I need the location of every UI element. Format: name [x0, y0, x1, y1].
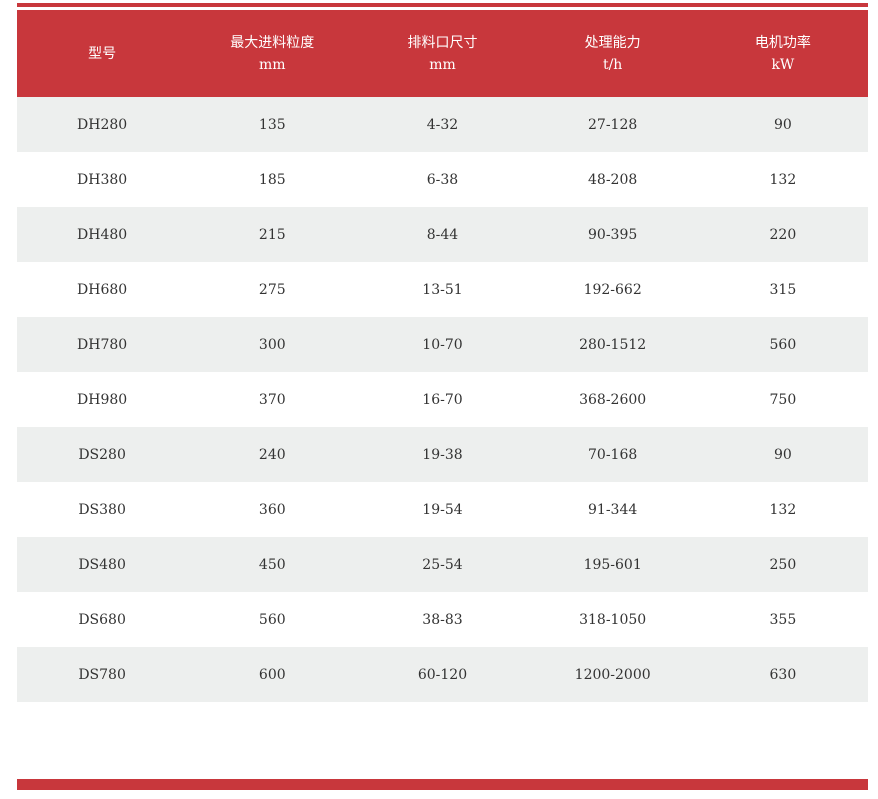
table-cell: 27-128 — [527, 97, 698, 152]
table-cell: 300 — [187, 317, 358, 372]
table-cell: 135 — [187, 97, 358, 152]
table-cell: 1200-2000 — [527, 647, 698, 702]
table-cell: 185 — [187, 152, 358, 207]
table-cell: 560 — [697, 317, 868, 372]
table-cell: 450 — [187, 537, 358, 592]
table-cell: 60-120 — [357, 647, 528, 702]
table-cell: 8-44 — [357, 207, 528, 262]
table-cell: DH380 — [17, 152, 188, 207]
table-cell: 90 — [697, 97, 868, 152]
column-header: 排料口尺寸 mm — [357, 10, 528, 97]
table-cell: 280-1512 — [527, 317, 698, 372]
table-cell: 38-83 — [357, 592, 528, 647]
table-row: DS280 240 19-38 70-168 90 — [17, 427, 868, 482]
column-header: 型号 — [17, 10, 188, 97]
top-accent-bar — [17, 3, 868, 7]
header-label: 最大进料粒度 — [230, 34, 315, 51]
table-row: DS380 360 19-54 91-344 132 — [17, 482, 868, 537]
table-cell: 600 — [187, 647, 358, 702]
table-cell: 250 — [697, 537, 868, 592]
table-row: DS780 600 60-120 1200-2000 630 — [17, 647, 868, 702]
table-cell: 10-70 — [357, 317, 528, 372]
table-cell: 132 — [697, 152, 868, 207]
column-header: 处理能力 t/h — [527, 10, 698, 97]
table-cell: DS680 — [17, 592, 188, 647]
table-cell: 25-54 — [357, 537, 528, 592]
table-cell: DH780 — [17, 317, 188, 372]
table-cell: 240 — [187, 427, 358, 482]
table-cell: 13-51 — [357, 262, 528, 317]
table-cell: DH980 — [17, 372, 188, 427]
table-row: DH480 215 8-44 90-395 220 — [17, 207, 868, 262]
header-row: 型号 最大进料粒度 mm 排料口尺寸 mm 处理能力 t/h 电机功率 kW — [17, 10, 868, 97]
table-cell: 220 — [697, 207, 868, 262]
table-cell: 275 — [187, 262, 358, 317]
table-cell: 318-1050 — [527, 592, 698, 647]
table-row: DH680 275 13-51 192-662 315 — [17, 262, 868, 317]
table-cell: 315 — [697, 262, 868, 317]
table-cell: DH480 — [17, 207, 188, 262]
table-cell: 355 — [697, 592, 868, 647]
table-cell: 360 — [187, 482, 358, 537]
table-cell: 560 — [187, 592, 358, 647]
table-cell: 368-2600 — [527, 372, 698, 427]
table-cell: 91-344 — [527, 482, 698, 537]
table-cell: 215 — [187, 207, 358, 262]
table-cell: DH280 — [17, 97, 188, 152]
table-cell: 19-54 — [357, 482, 528, 537]
table-cell: 370 — [187, 372, 358, 427]
table-cell: 132 — [697, 482, 868, 537]
header-label: 排料口尺寸 — [407, 34, 478, 51]
table-row: DS680 560 38-83 318-1050 355 — [17, 592, 868, 647]
header-label: 处理能力 — [584, 34, 641, 51]
table-cell: 750 — [697, 372, 868, 427]
table-cell: DH680 — [17, 262, 188, 317]
table-cell: DS380 — [17, 482, 188, 537]
table-cell: 19-38 — [357, 427, 528, 482]
spec-table: 型号 最大进料粒度 mm 排料口尺寸 mm 处理能力 t/h 电机功率 kW DH280 135 4… — [17, 10, 868, 702]
table-cell: DS280 — [17, 427, 188, 482]
table-row: DH380 185 6-38 48-208 132 — [17, 152, 868, 207]
header-unit: mm — [429, 56, 456, 73]
table-cell: 16-70 — [357, 372, 528, 427]
header-unit: kW — [771, 56, 795, 73]
table-cell: 630 — [697, 647, 868, 702]
table-cell: 48-208 — [527, 152, 698, 207]
header-unit: t/h — [602, 56, 623, 73]
table-cell: 90-395 — [527, 207, 698, 262]
column-header: 电机功率 kW — [697, 10, 868, 97]
table-row: DS480 450 25-54 195-601 250 — [17, 537, 868, 592]
table-cell: DS480 — [17, 537, 188, 592]
table-cell: 192-662 — [527, 262, 698, 317]
table-cell: 70-168 — [527, 427, 698, 482]
table-cell: 90 — [697, 427, 868, 482]
table-cell: DS780 — [17, 647, 188, 702]
table-row: DH780 300 10-70 280-1512 560 — [17, 317, 868, 372]
column-header: 最大进料粒度 mm — [187, 10, 358, 97]
table-cell: 195-601 — [527, 537, 698, 592]
table-body: DH280 135 4-32 27-128 90 DH380 185 6-38 48-208 13… — [17, 97, 868, 702]
table-row: DH280 135 4-32 27-128 90 — [17, 97, 868, 152]
header-label: 电机功率 — [754, 34, 811, 51]
table-cell: 6-38 — [357, 152, 528, 207]
table-cell: 4-32 — [357, 97, 528, 152]
header-label: 型号 — [88, 45, 117, 62]
table-row: DH980 370 16-70 368-2600 750 — [17, 372, 868, 427]
header-unit: mm — [259, 56, 286, 73]
bottom-accent-bar — [17, 779, 868, 790]
